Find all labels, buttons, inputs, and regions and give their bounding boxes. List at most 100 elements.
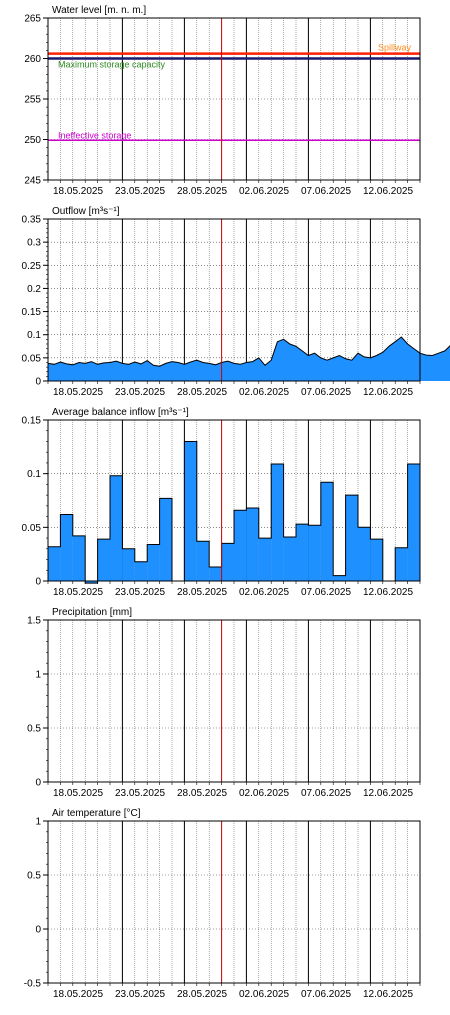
inflow-bar [221,543,234,581]
x-tick-label: 07.06.2025 [301,387,351,398]
y-tick-label: 0.35 [22,215,42,226]
level-line-label: Ineffective storage [58,130,131,140]
y-tick-label: 265 [24,14,41,25]
x-tick-label: 02.06.2025 [239,387,289,398]
x-tick-label: 12.06.2025 [363,387,413,398]
y-tick-label: 0 [35,377,41,388]
inflow-bar [271,464,284,581]
level-line-label: Maximum storage capacity [58,60,166,70]
chart-panel-2: 0.35 0.3 0.25 0.2 0.15 0.1 0.05 0 18.05.2025 23.0… [22,206,450,398]
inflow-bar [320,482,334,581]
x-tick-label: 23.05.2025 [115,587,165,598]
chart-panel-3: 0.15 0.1 0.05 0 18.05.2025 23.05.2025 28.05.20… [22,407,421,598]
x-tick-label: 18.05.2025 [53,587,103,598]
y-tick-label: 255 [24,95,41,106]
x-tick-label: 28.05.2025 [177,387,227,398]
x-tick-label: 07.06.2025 [301,788,351,799]
inflow-bar [358,527,371,581]
inflow-bar [308,525,321,581]
inflow-bar [283,537,296,581]
x-tick-label: 23.05.2025 [115,788,165,799]
y-tick-label: 1 [35,817,41,828]
outflow-area [48,337,450,381]
x-tick-label: 02.06.2025 [239,989,289,1000]
outflow-line [47,336,450,367]
x-tick-label: 02.06.2025 [239,788,289,799]
y-tick-label: 0.15 [22,307,42,318]
y-tick-label: 0.1 [27,469,41,480]
y-tick-label: 0.5 [27,871,41,882]
inflow-bar [407,464,420,581]
inflow-bar [234,510,247,581]
chart-title: Precipitation [mm] [52,607,132,618]
inflow-bar [48,546,61,581]
y-tick-label: 0.5 [27,724,41,735]
y-tick-label: 0 [35,778,41,789]
inflow-bar [110,475,123,581]
x-tick-label: 12.06.2025 [363,186,413,197]
x-tick-label: 07.06.2025 [301,186,351,197]
x-tick-label: 28.05.2025 [177,788,227,799]
inflow-bar [134,561,148,581]
y-tick-label: 1.5 [27,616,41,627]
y-tick-label: 1 [35,670,41,681]
x-tick-label: 23.05.2025 [115,186,165,197]
y-tick-label: 0.1 [27,330,41,341]
chart-panel-5: 1 0.5 0 -0.5 18.05.2025 23.05.2025 28.05.2025 0… [24,808,421,1000]
x-tick-label: 18.05.2025 [53,989,103,1000]
inflow-step-line [48,441,420,584]
x-tick-label: 02.06.2025 [239,186,289,197]
inflow-bar [159,498,172,581]
chart-panel-1: Spillway Maximum storage capacity Ineffect… [24,5,421,197]
inflow-bar [85,581,98,584]
inflow-bar [72,535,86,581]
x-tick-label: 12.06.2025 [363,989,413,1000]
y-tick-label: 0.15 [22,416,42,427]
inflow-bar [147,544,160,581]
inflow-bar [296,524,309,581]
level-line-label: Spillway [378,43,412,53]
x-tick-label: 18.05.2025 [53,387,103,398]
x-tick-label: 23.05.2025 [115,387,165,398]
x-tick-label: 28.05.2025 [177,989,227,1000]
y-tick-label: 0 [35,577,41,588]
x-tick-label: 28.05.2025 [177,587,227,598]
inflow-bar [395,547,408,581]
x-tick-label: 07.06.2025 [301,989,351,1000]
inflow-bar [60,514,73,581]
x-tick-label: 02.06.2025 [239,587,289,598]
y-tick-label: 0.05 [22,523,42,534]
chart-title: Air temperature [°C] [52,808,141,819]
y-tick-label: 0.25 [22,261,42,272]
chart-panel-4: 1.5 1 0.5 0 18.05.2025 23.05.2025 28.05.2025 02… [27,607,421,799]
chart-title: Water level [m. n. m.] [52,5,146,16]
inflow-bar [258,538,272,581]
inflow-bar [97,539,110,581]
inflow-bar [345,495,358,581]
chart-title: Outflow [m³s⁻¹] [52,206,120,217]
x-tick-label: 12.06.2025 [363,788,413,799]
y-tick-label: 260 [24,54,41,65]
x-tick-label: 23.05.2025 [115,989,165,1000]
y-tick-label: 0.05 [22,353,42,364]
y-tick-label: 250 [24,135,41,146]
x-tick-label: 12.06.2025 [363,587,413,598]
y-tick-label: -0.5 [24,979,42,990]
x-tick-label: 18.05.2025 [53,186,103,197]
inflow-bar [333,575,346,581]
inflow-bar [184,441,197,581]
x-tick-label: 18.05.2025 [53,788,103,799]
y-tick-label: 245 [24,176,41,187]
inflow-bar [246,508,259,581]
inflow-bar [196,541,210,581]
x-tick-label: 28.05.2025 [177,186,227,197]
x-tick-label: 07.06.2025 [301,587,351,598]
y-tick-label: 0.2 [27,284,41,295]
inflow-bar [370,539,383,581]
y-tick-label: 0 [35,925,41,936]
chart-title: Average balance inflow [m³s⁻¹] [52,407,189,418]
inflow-bar [122,548,135,581]
inflow-bar [209,567,222,581]
